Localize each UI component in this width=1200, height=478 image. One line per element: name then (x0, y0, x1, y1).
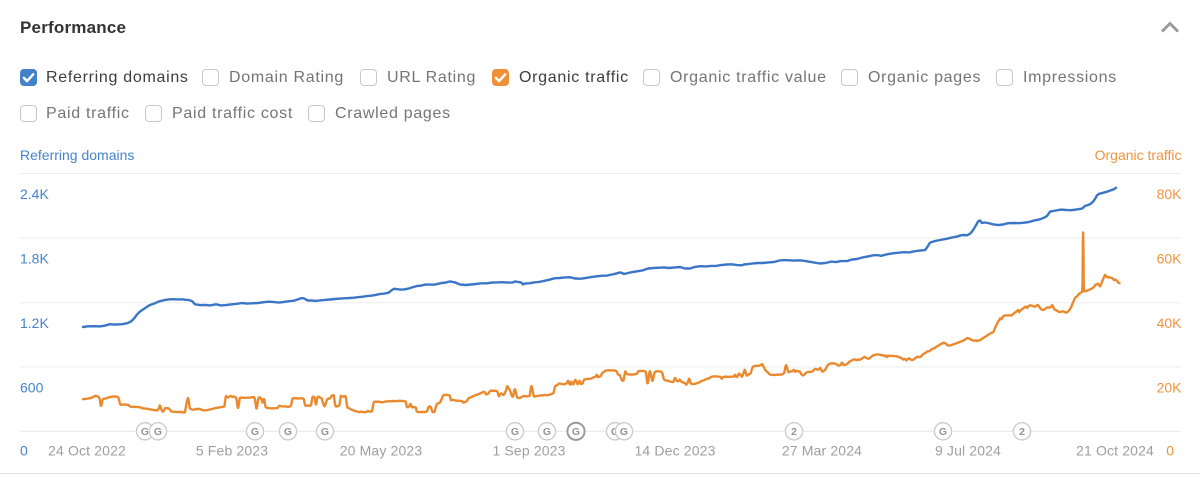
svg-text:G: G (543, 426, 551, 438)
svg-text:1 Sep 2023: 1 Sep 2023 (492, 442, 565, 458)
svg-text:G: G (251, 426, 259, 438)
svg-text:9 Jul 2024: 9 Jul 2024 (935, 442, 1001, 458)
svg-text:60K: 60K (1157, 250, 1183, 266)
svg-text:Referring domains: Referring domains (20, 147, 134, 163)
svg-text:20K: 20K (1157, 379, 1183, 395)
svg-text:20 May 2023: 20 May 2023 (340, 442, 423, 458)
svg-text:0: 0 (1166, 442, 1174, 458)
svg-text:1.8K: 1.8K (20, 250, 49, 266)
svg-text:21 Oct 2024: 21 Oct 2024 (1076, 442, 1154, 458)
svg-text:G: G (321, 426, 329, 438)
svg-text:1.2K: 1.2K (20, 315, 49, 331)
svg-text:40K: 40K (1157, 315, 1183, 331)
svg-text:G: G (284, 426, 292, 438)
svg-text:G: G (511, 426, 519, 438)
svg-text:G: G (572, 426, 580, 438)
svg-text:24 Oct 2022: 24 Oct 2022 (48, 442, 126, 458)
svg-text:27 Mar 2024: 27 Mar 2024 (782, 442, 862, 458)
svg-text:Organic traffic: Organic traffic (1095, 147, 1182, 163)
svg-text:G: G (154, 426, 162, 438)
svg-text:80K: 80K (1157, 186, 1183, 202)
svg-text:2.4K: 2.4K (20, 186, 49, 202)
svg-text:2: 2 (1019, 426, 1025, 438)
svg-text:0: 0 (20, 442, 28, 458)
svg-text:5 Feb 2023: 5 Feb 2023 (196, 442, 268, 458)
svg-text:G: G (939, 426, 947, 438)
svg-text:600: 600 (20, 379, 44, 395)
svg-text:2: 2 (791, 426, 797, 438)
svg-text:G: G (620, 426, 628, 438)
svg-text:G: G (141, 426, 149, 438)
svg-text:14 Dec 2023: 14 Dec 2023 (634, 442, 715, 458)
